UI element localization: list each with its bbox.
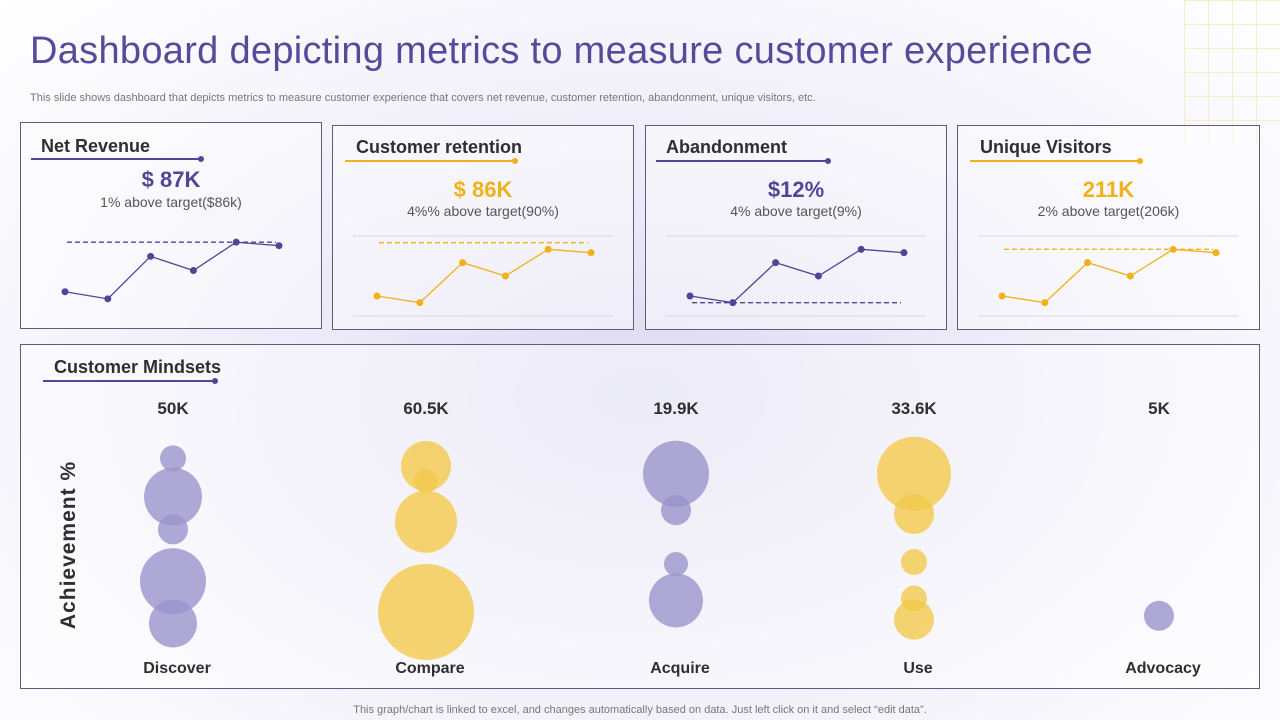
page-title: Dashboard depicting metrics to measure c… xyxy=(30,30,1093,72)
bubble xyxy=(414,469,438,494)
data-point xyxy=(189,267,197,274)
data-point xyxy=(1084,259,1092,267)
kpi-title: Unique Visitors xyxy=(980,137,1112,157)
series-line xyxy=(64,241,280,300)
mindsets-title: Customer Mindsets xyxy=(54,357,222,377)
category-total-label: 60.5K xyxy=(403,399,449,418)
kpi-title: Abandonment xyxy=(666,137,787,157)
bubble xyxy=(643,440,709,507)
kpi-sparkline xyxy=(666,235,926,317)
kpi-subtext: 4%% above target(90%) xyxy=(407,203,559,219)
bubble xyxy=(149,599,197,648)
data-point xyxy=(373,292,381,300)
kpi-card-net-revenue: Net Revenue $ 87K 1% above target($86k) xyxy=(20,122,322,329)
bubble xyxy=(877,436,951,511)
kpi-subtext: 2% above target(206k) xyxy=(1037,203,1180,219)
mindsets-bubble-chart: Achievement % 50K Discover 60.5K Compare 19.… xyxy=(57,399,1201,677)
data-point xyxy=(104,295,112,303)
series-line xyxy=(689,248,905,304)
kpi-value: $ 86K xyxy=(453,177,513,202)
category-total-label: 19.9K xyxy=(653,399,699,418)
category-total-label: 5K xyxy=(1148,399,1170,418)
kpi-sparkline xyxy=(978,235,1238,317)
category-label: Advocacy xyxy=(1125,660,1201,677)
page-subtitle: This slide shows dashboard that depicts … xyxy=(30,92,816,104)
y-axis-label: Achievement % xyxy=(57,461,80,629)
data-point xyxy=(232,238,240,246)
decorative-grid xyxy=(1184,0,1280,144)
category-total-label: 50K xyxy=(157,399,189,418)
data-point xyxy=(1169,245,1177,253)
bubble xyxy=(1144,600,1174,631)
bubble xyxy=(395,490,457,553)
data-point xyxy=(275,242,283,250)
kpi-title-underline xyxy=(656,158,831,164)
category-label: Discover xyxy=(143,660,211,677)
kpi-title: Net Revenue xyxy=(41,136,151,156)
data-point xyxy=(772,259,780,267)
data-point xyxy=(1041,299,1049,307)
bubble xyxy=(158,514,188,545)
bubble xyxy=(160,445,186,472)
data-point xyxy=(814,272,822,280)
kpi-subtext: 1% above target($86k) xyxy=(100,194,242,210)
bubble xyxy=(664,551,688,576)
data-point xyxy=(857,245,865,253)
bubble xyxy=(661,495,691,526)
data-point xyxy=(544,245,552,253)
data-point xyxy=(416,299,424,307)
kpi-sparkline xyxy=(353,235,613,317)
data-point xyxy=(459,259,467,267)
data-point xyxy=(1126,272,1134,280)
bubble xyxy=(894,599,934,640)
bubble xyxy=(649,573,703,628)
bubble xyxy=(140,548,206,615)
kpi-title-underline xyxy=(345,158,518,164)
data-point xyxy=(998,292,1006,300)
series-line xyxy=(376,248,592,304)
bubble xyxy=(378,563,474,660)
kpi-value: 211K xyxy=(1082,177,1135,202)
data-point xyxy=(61,288,69,296)
category-label: Compare xyxy=(395,660,464,677)
data-point xyxy=(147,252,155,260)
data-point xyxy=(587,249,595,257)
bubble xyxy=(901,549,927,576)
category-label: Acquire xyxy=(650,660,710,677)
category-total-label: 33.6K xyxy=(891,399,937,418)
bubble xyxy=(144,467,202,526)
data-point xyxy=(1212,249,1220,257)
kpi-card-abandonment: Abandonment $12% 4% above target(9%) xyxy=(645,125,947,330)
data-point xyxy=(729,299,737,307)
data-point xyxy=(686,292,694,300)
customer-mindsets-panel: Customer Mindsets Achievement % 50K Disco… xyxy=(20,344,1260,689)
kpi-title-underline xyxy=(970,158,1143,164)
kpi-title-underline xyxy=(31,156,204,162)
kpi-card-customer-retention: Customer retention $ 86K 4%% above targe… xyxy=(332,125,634,330)
bubble xyxy=(894,494,934,535)
mindsets-title-underline xyxy=(43,378,218,384)
data-point xyxy=(501,272,509,280)
kpi-value: $ 87K xyxy=(141,167,201,192)
footer-note: This graph/chart is linked to excel, and… xyxy=(353,704,927,716)
kpi-sparkline xyxy=(61,238,283,303)
kpi-title: Customer retention xyxy=(356,137,523,157)
kpi-card-unique-visitors: Unique Visitors 211K 2% above target(206… xyxy=(957,125,1260,330)
kpi-subtext: 4% above target(9%) xyxy=(730,203,862,219)
kpi-value: $12% xyxy=(767,177,825,202)
category-label: Use xyxy=(903,660,932,677)
series-line xyxy=(1001,248,1217,304)
data-point xyxy=(900,249,908,257)
bubble xyxy=(401,441,451,492)
